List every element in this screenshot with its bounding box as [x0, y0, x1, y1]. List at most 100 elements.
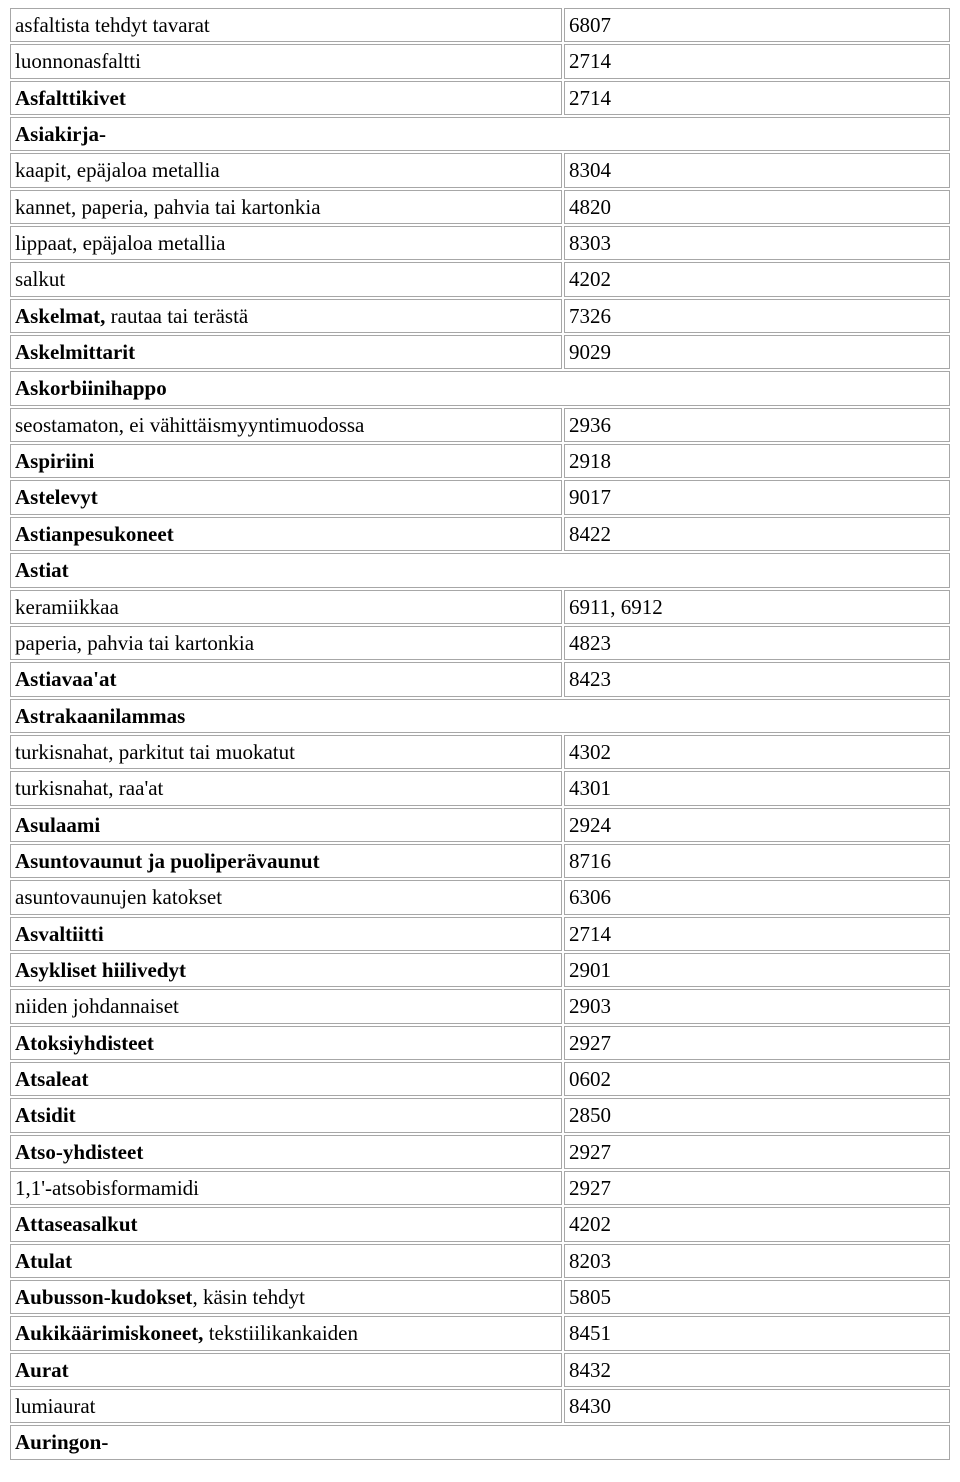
label-segment: asuntovaunujen katokset: [15, 885, 222, 909]
row-label: Asykliset hiilivedyt: [10, 953, 562, 987]
row-code: 6306: [564, 880, 950, 914]
label-segment: turkisnahat, parkitut tai muokatut: [15, 740, 295, 764]
table-row: luonnonasfaltti2714: [10, 44, 950, 78]
row-label: kaapit, epäjaloa metallia: [10, 153, 562, 187]
label-bold-segment: Aurat: [15, 1358, 69, 1382]
row-label: Atsaleat: [10, 1062, 562, 1096]
table-row: Asiakirja-: [10, 117, 950, 151]
table-row: Atulat8203: [10, 1244, 950, 1278]
row-label: Attaseasalkut: [10, 1207, 562, 1241]
table-row: Asulaami2924: [10, 808, 950, 842]
table-row: Astiat: [10, 553, 950, 587]
table-row: Aspiriini 2918: [10, 444, 950, 478]
label-bold-segment: Astiavaa'at: [15, 667, 117, 691]
table-row: Aurat 8432: [10, 1353, 950, 1387]
table-row: Asvaltiitti2714: [10, 917, 950, 951]
label-bold-segment: Atsidit: [15, 1103, 76, 1127]
label-bold-segment: Auringon-: [15, 1430, 108, 1454]
table-row: Astelevyt9017: [10, 480, 950, 514]
label-segment: seostamaton, ei vähittäismyyntimuodossa: [15, 413, 364, 437]
row-code: 2918: [564, 444, 950, 478]
label-bold-segment: Aspiriini: [15, 449, 94, 473]
row-label: keramiikkaa: [10, 590, 562, 624]
row-code: 2903: [564, 989, 950, 1023]
table-row: Aukikäärimiskoneet, tekstiilikankaiden84…: [10, 1316, 950, 1350]
label-bold-segment: Asulaami: [15, 813, 100, 837]
row-code: 9029: [564, 335, 950, 369]
row-label: Asulaami: [10, 808, 562, 842]
row-label: Astianpesukoneet: [10, 517, 562, 551]
table-row: Askelmat, rautaa tai terästä7326: [10, 299, 950, 333]
label-segment: paperia, pahvia tai kartonkia: [15, 631, 254, 655]
row-label: kannet, paperia, pahvia tai kartonkia: [10, 190, 562, 224]
row-label: seostamaton, ei vähittäismyyntimuodossa: [10, 408, 562, 442]
row-label: salkut: [10, 262, 562, 296]
row-label: Atsidit: [10, 1098, 562, 1132]
table-row: Astrakaanilammas: [10, 699, 950, 733]
table-row: Attaseasalkut4202: [10, 1207, 950, 1241]
row-label: Asvaltiitti: [10, 917, 562, 951]
table-row: Astiavaa'at8423: [10, 662, 950, 696]
row-code: 6807: [564, 8, 950, 42]
label-bold-segment: Atoksiyhdisteet: [15, 1031, 154, 1055]
table-row: turkisnahat, raa'at 4301: [10, 771, 950, 805]
table-row: niiden johdannaiset2903: [10, 989, 950, 1023]
row-label: Askelmittarit: [10, 335, 562, 369]
row-code: 2714: [564, 81, 950, 115]
table-row: 1,1'-atsobisformamidi 2927: [10, 1171, 950, 1205]
row-code: 2927: [564, 1171, 950, 1205]
row-label: Aukikäärimiskoneet, tekstiilikankaiden: [10, 1316, 562, 1350]
label-segment: asfaltista tehdyt tavarat: [15, 13, 210, 37]
row-code: 8451: [564, 1316, 950, 1350]
label-bold-segment: Asiakirja-: [15, 122, 106, 146]
row-label: Aubusson-kudokset, käsin tehdyt: [10, 1280, 562, 1314]
label-bold-segment: Aukikäärimiskoneet,: [15, 1321, 203, 1345]
table-row: Auringon-: [10, 1425, 950, 1459]
label-bold-segment: Asfalttikivet: [15, 86, 126, 110]
row-label: Astrakaanilammas: [10, 699, 950, 733]
row-label: paperia, pahvia tai kartonkia: [10, 626, 562, 660]
row-code: 8203: [564, 1244, 950, 1278]
label-bold-segment: Atsaleat: [15, 1067, 88, 1091]
row-label: Askelmat, rautaa tai terästä: [10, 299, 562, 333]
label-bold-segment: Askorbiinihappo: [15, 376, 167, 400]
row-code: 8303: [564, 226, 950, 260]
label-segment: lippaat, epäjaloa metallia: [15, 231, 225, 255]
row-code: 4202: [564, 262, 950, 296]
row-code: 4823: [564, 626, 950, 660]
label-segment: keramiikkaa: [15, 595, 119, 619]
label-bold-segment: Astiat: [15, 558, 69, 582]
row-code: 2936: [564, 408, 950, 442]
row-code: 2927: [564, 1026, 950, 1060]
label-segment: turkisnahat, raa'at: [15, 776, 163, 800]
label-segment: luonnonasfaltti: [15, 49, 141, 73]
table-row: Atoksiyhdisteet 2927: [10, 1026, 950, 1060]
table-row: Atsidit2850: [10, 1098, 950, 1132]
row-label: asfaltista tehdyt tavarat: [10, 8, 562, 42]
row-code: 5805: [564, 1280, 950, 1314]
row-code: 4302: [564, 735, 950, 769]
row-label: Astiavaa'at: [10, 662, 562, 696]
row-label: Aurat: [10, 1353, 562, 1387]
table-row: keramiikkaa6911, 6912: [10, 590, 950, 624]
label-segment: rautaa tai terästä: [105, 304, 248, 328]
row-label: Aspiriini: [10, 444, 562, 478]
row-code: 4301: [564, 771, 950, 805]
row-label: Atoksiyhdisteet: [10, 1026, 562, 1060]
row-label: asuntovaunujen katokset: [10, 880, 562, 914]
label-segment: 1,1'-atsobisformamidi: [15, 1176, 199, 1200]
table-row: asfaltista tehdyt tavarat 6807: [10, 8, 950, 42]
row-label: Auringon-: [10, 1425, 950, 1459]
label-segment: salkut: [15, 267, 65, 291]
label-bold-segment: Atso-yhdisteet: [15, 1140, 143, 1164]
label-bold-segment: Asuntovaunut ja puoliperävaunut: [15, 849, 320, 873]
table-row: Atso-yhdisteet 2927: [10, 1135, 950, 1169]
row-code: 2927: [564, 1135, 950, 1169]
row-label: turkisnahat, raa'at: [10, 771, 562, 805]
table-row: asuntovaunujen katokset 6306: [10, 880, 950, 914]
table-row: seostamaton, ei vähittäismyyntimuodossa 2…: [10, 408, 950, 442]
row-code: 8304: [564, 153, 950, 187]
row-code: 8432: [564, 1353, 950, 1387]
row-label: Asuntovaunut ja puoliperävaunut: [10, 844, 562, 878]
label-bold-segment: Astianpesukoneet: [15, 522, 174, 546]
